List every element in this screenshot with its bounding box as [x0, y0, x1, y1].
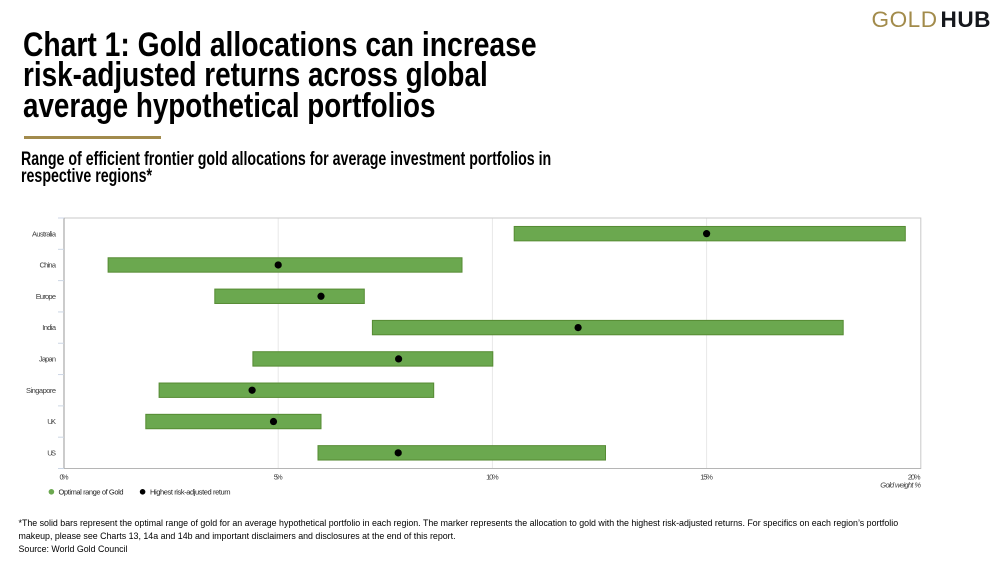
svg-text:20%: 20% — [908, 473, 921, 482]
svg-text:Australia: Australia — [32, 229, 57, 238]
svg-text:US: US — [47, 448, 56, 457]
svg-text:10%: 10% — [486, 473, 499, 482]
svg-text:0%: 0% — [60, 473, 69, 482]
svg-text:5%: 5% — [274, 473, 283, 482]
svg-text:Singapore: Singapore — [26, 386, 56, 395]
svg-text:Japan: Japan — [39, 355, 56, 364]
svg-text:Europe: Europe — [36, 292, 56, 301]
svg-text:India: India — [42, 323, 57, 332]
svg-text:15%: 15% — [700, 473, 713, 482]
svg-text:Highest risk-adjusted return: Highest risk-adjusted return — [150, 487, 231, 496]
svg-text:China: China — [40, 261, 57, 270]
svg-text:UK: UK — [47, 417, 56, 426]
svg-text:Optimal range of Gold: Optimal range of Gold — [59, 487, 124, 496]
svg-text:Gold weight %: Gold weight % — [880, 480, 921, 489]
